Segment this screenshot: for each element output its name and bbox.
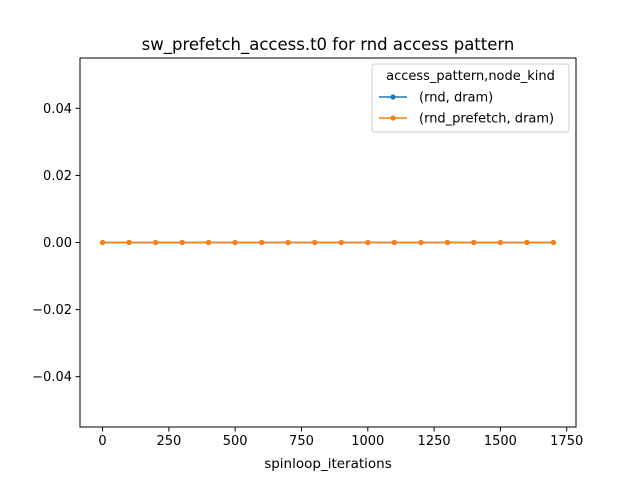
data-point-series-2	[365, 239, 371, 246]
y-tick-label: 0.04	[43, 102, 72, 117]
axes: 0 250 500 750 1000 1250 1500 1750 −0.04 −0.02 0.00…	[32, 57, 583, 449]
y-tick-label: 0.00	[43, 236, 72, 251]
data-point-series-2	[232, 239, 238, 246]
data-point-series-2	[179, 239, 185, 246]
x-tick-label: 500	[223, 434, 248, 449]
data-point-series-2	[524, 239, 530, 246]
data-point-series-2	[99, 239, 106, 246]
data-point-series-2	[206, 239, 212, 246]
legend: access_pattern,node_kind (rnd, dram) (rnd_…	[371, 63, 570, 133]
x-axis-label: spinloop_iterations	[264, 456, 392, 472]
data-point-series-2	[259, 239, 265, 246]
data-point-series-2	[497, 239, 504, 246]
x-tick-label: 1250	[418, 434, 451, 449]
x-tick-label: 0	[98, 434, 106, 449]
data-point-series-2	[444, 239, 450, 246]
legend-entry-2: (rnd_prefetch, dram)	[419, 112, 554, 127]
data-point-series-2	[338, 239, 344, 246]
data-point-series-2	[418, 239, 424, 246]
data-point-series-2	[126, 239, 132, 246]
y-tick-label: 0.02	[43, 169, 72, 184]
legend-entry-1: (rnd, dram)	[419, 91, 493, 106]
legend-box	[371, 63, 570, 133]
x-tick-label: 1000	[351, 434, 384, 449]
data-point-series-2	[471, 239, 477, 246]
chart-title: sw_prefetch_access.t0 for rnd access pat…	[142, 35, 515, 55]
y-tick-label: −0.04	[32, 370, 72, 385]
y-tick-label: −0.02	[32, 303, 72, 318]
legend-marker-1	[390, 94, 396, 100]
data-point-series-2	[152, 239, 159, 246]
data-point-series-2	[285, 239, 291, 246]
x-tick-label: 750	[289, 434, 314, 449]
series-layer	[99, 239, 557, 246]
data-point-series-2	[312, 239, 318, 246]
legend-title: access_pattern,node_kind	[386, 69, 555, 84]
x-tick-label: 1750	[550, 434, 583, 449]
x-tick-label: 1500	[484, 434, 517, 449]
data-point-series-2	[391, 239, 397, 246]
data-point-series-2	[550, 239, 557, 246]
legend-marker-2	[390, 115, 396, 121]
x-tick-label: 250	[156, 434, 181, 449]
axes-frame	[79, 57, 577, 428]
